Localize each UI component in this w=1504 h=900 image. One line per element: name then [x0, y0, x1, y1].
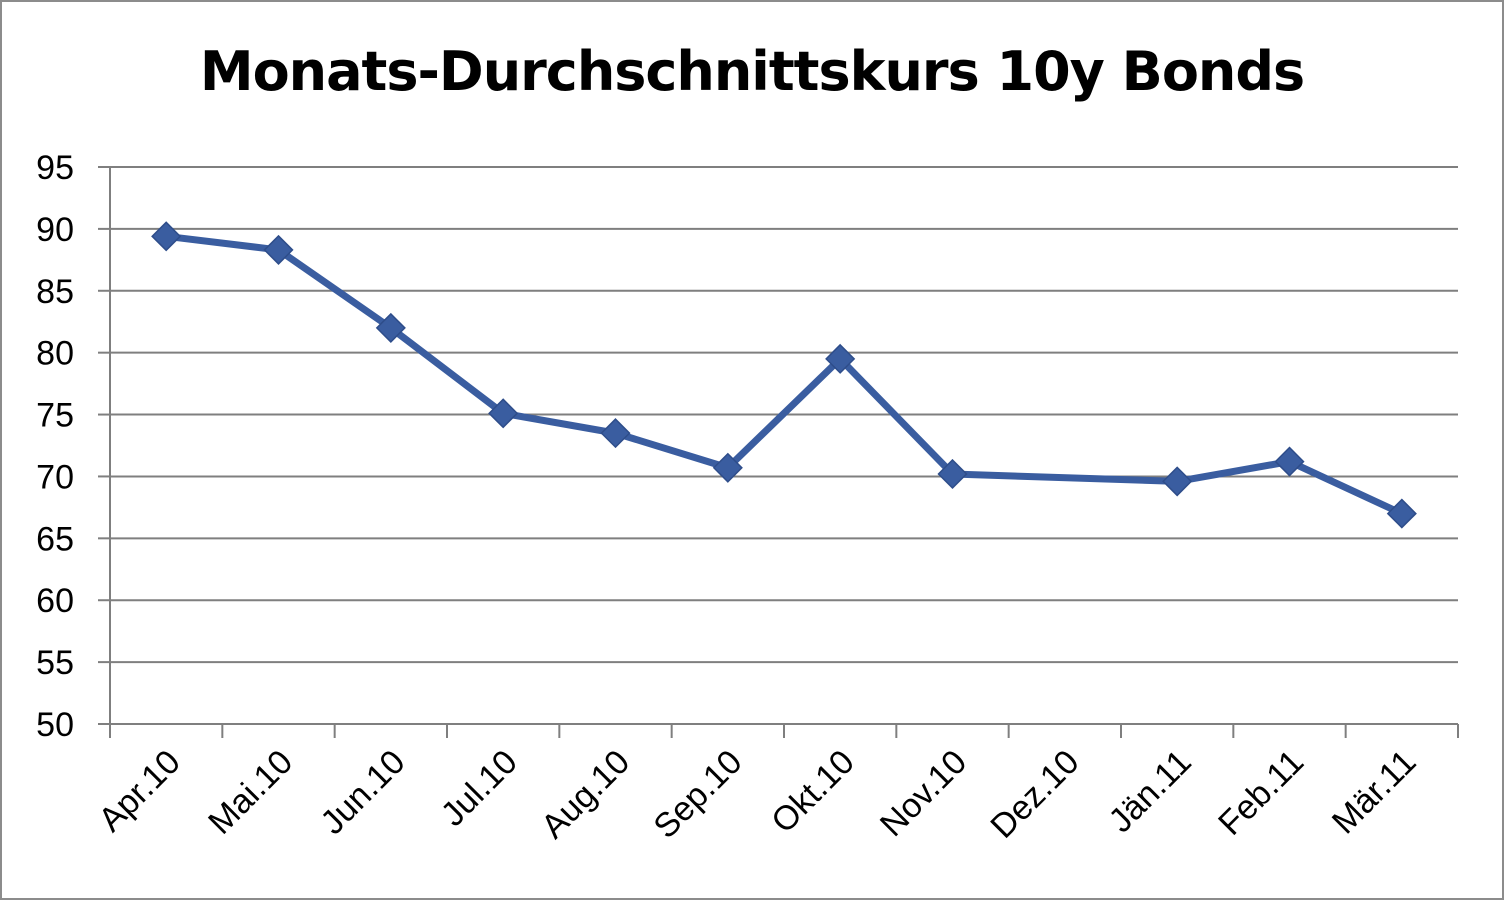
y-tick-label: 80: [36, 335, 74, 373]
data-point-marker: [151, 221, 182, 252]
y-tick-labels: 50 55 60 65 70 75 80 85 90 95: [36, 149, 74, 744]
chart-title: Monats-Durchschnittskurs 10y Bonds: [199, 40, 1305, 103]
data-point-marker: [600, 418, 631, 449]
data-point-marker: [712, 452, 743, 483]
x-tick-label: Mär.11: [1325, 743, 1424, 842]
x-tick-label: Jun.10: [313, 743, 412, 842]
x-tick-label: Sep.10: [646, 743, 749, 846]
x-tick-label: Nov.10: [873, 743, 974, 844]
y-tick-label: 90: [36, 211, 74, 249]
y-tick-label: 65: [36, 520, 74, 558]
axes: [98, 166, 1459, 738]
x-tick-label: Mai.10: [201, 743, 300, 842]
x-tick-label: Jul.10: [434, 743, 525, 834]
data-point-marker: [263, 234, 294, 265]
y-tick-label: 85: [36, 273, 74, 311]
x-tick-label: Dez.10: [983, 743, 1086, 846]
data-point-marker: [375, 312, 406, 343]
y-tick-label: 95: [36, 149, 74, 187]
x-tick-label: Apr.10: [91, 743, 187, 839]
data-point-marker: [1274, 446, 1305, 477]
series-line: [165, 232, 1404, 517]
y-tick-label: 50: [36, 706, 74, 744]
y-tick-label: 75: [36, 397, 74, 435]
y-tick-label: 60: [36, 582, 74, 620]
series-line-path: [165, 232, 1404, 517]
data-point-marker: [488, 398, 519, 429]
data-point-marker: [937, 458, 968, 490]
x-tick-label: Jän.11: [1102, 743, 1199, 840]
x-tick-label: Okt.10: [764, 743, 862, 841]
series-markers: [151, 221, 1417, 529]
x-tick-label: Aug.10: [534, 743, 637, 846]
x-tick-label: Feb.11: [1211, 743, 1311, 843]
data-point-marker: [825, 343, 856, 374]
data-point-marker: [1386, 498, 1417, 529]
data-point-marker: [1162, 466, 1193, 497]
y-tick-label: 70: [36, 458, 74, 496]
y-tick-label: 55: [36, 644, 74, 682]
x-tick-labels: Apr.10 Mai.10 Jun.10 Jul.10 Aug.10 Sep.10 Okt.…: [91, 743, 1423, 846]
